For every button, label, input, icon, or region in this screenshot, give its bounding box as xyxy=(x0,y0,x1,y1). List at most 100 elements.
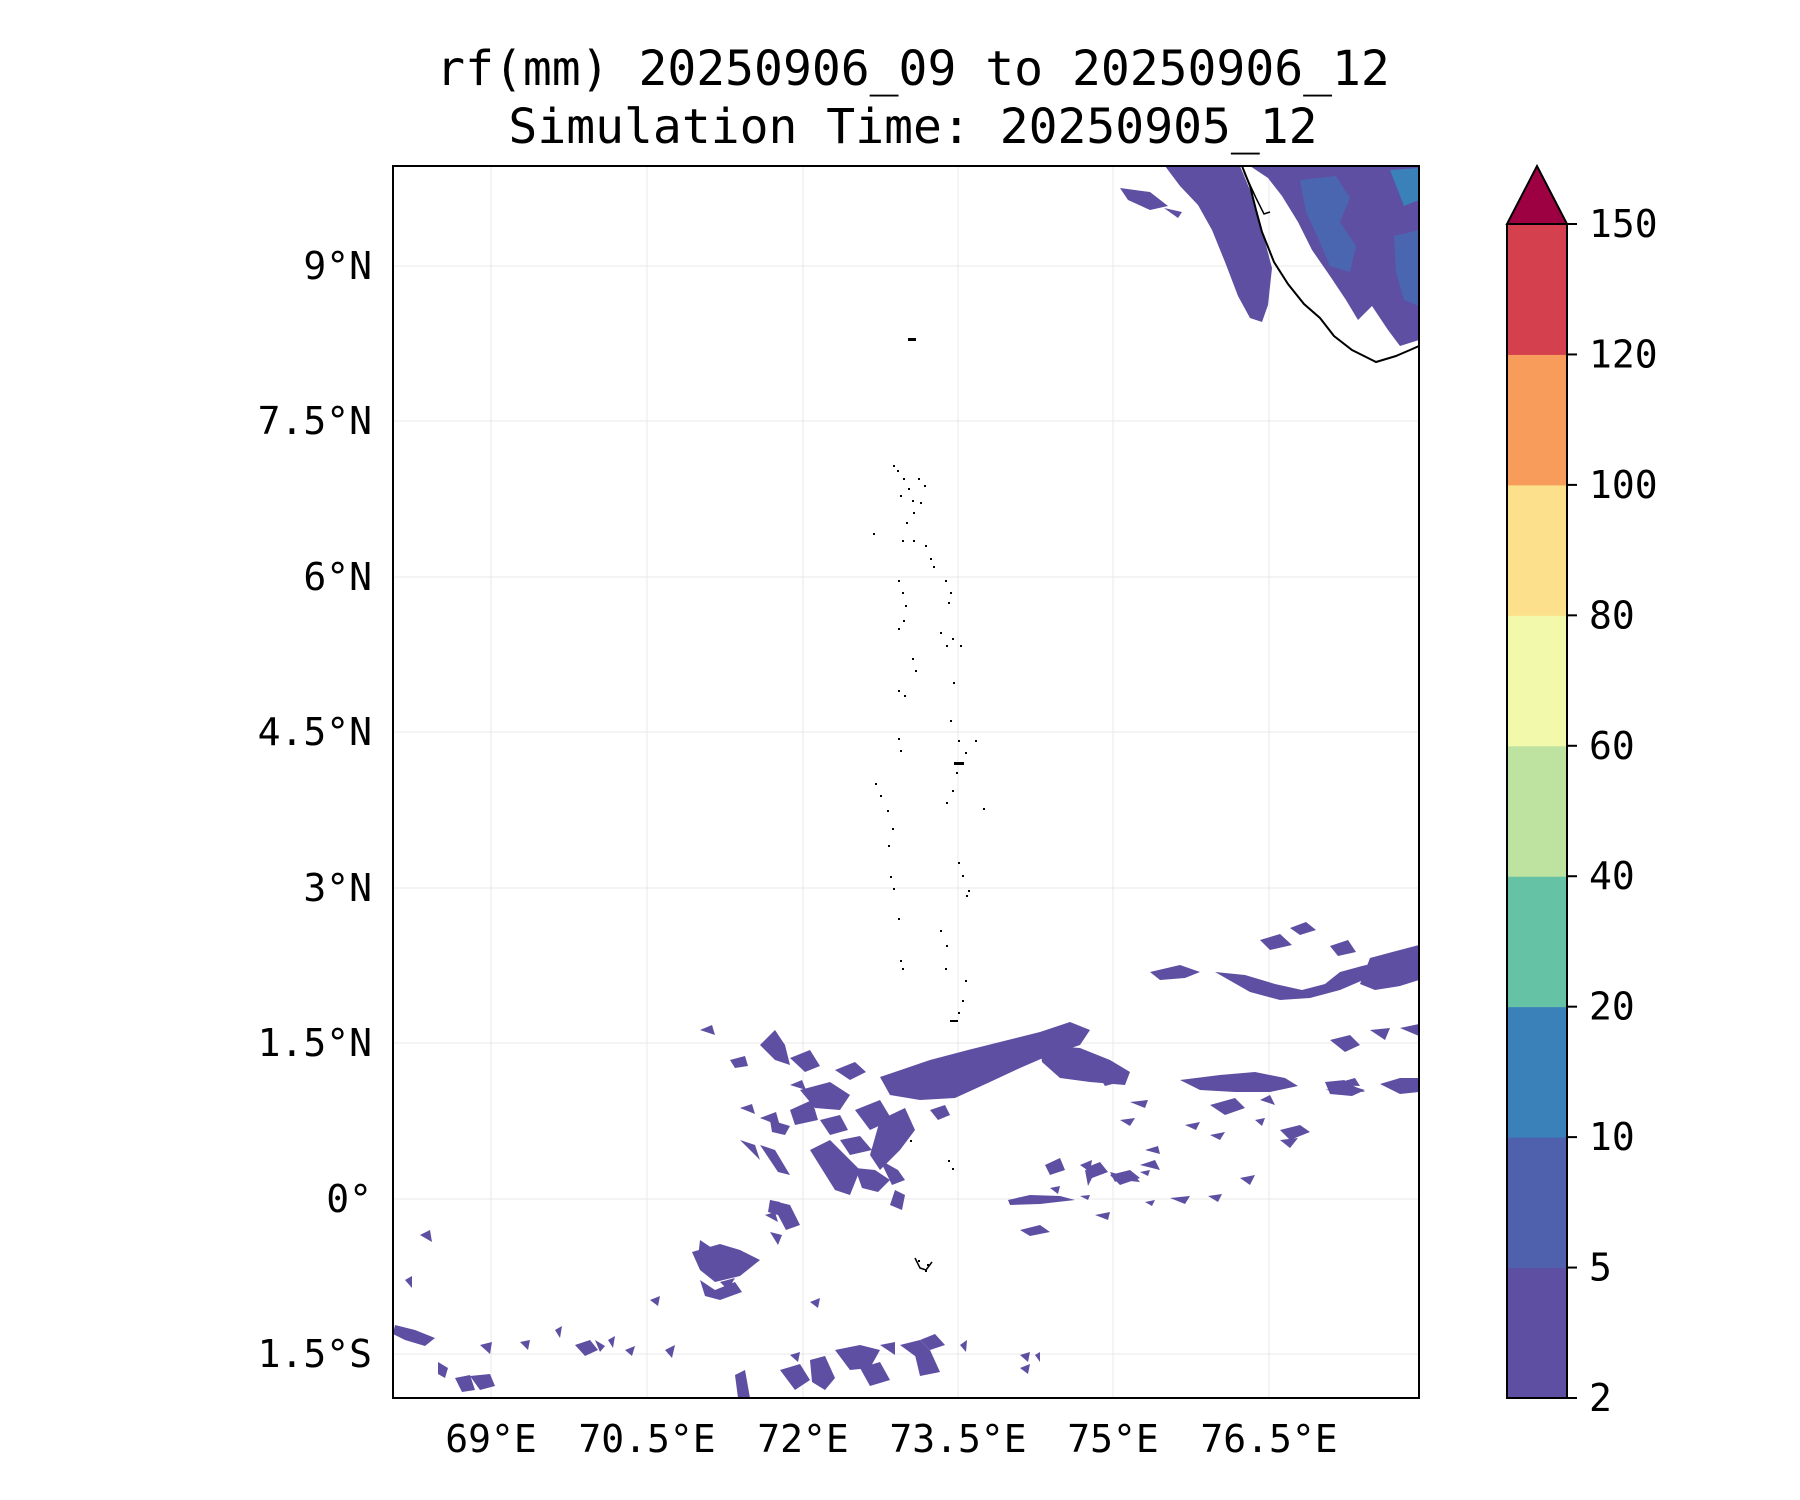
rain-patch xyxy=(835,1345,880,1370)
rain-patch xyxy=(835,1062,866,1080)
rain-patch xyxy=(1140,1170,1150,1176)
rain-region-south xyxy=(393,1200,1040,1398)
rain-patch xyxy=(1020,1352,1030,1362)
rain-patch xyxy=(1330,940,1356,956)
rain-patch xyxy=(810,1298,820,1308)
rain-patch xyxy=(1170,1196,1190,1204)
rain-patch xyxy=(760,1112,780,1126)
colorbar-tick-label: 100 xyxy=(1589,463,1658,507)
rain-patch xyxy=(1300,176,1356,272)
rain-patch xyxy=(1290,922,1316,935)
rain-patch xyxy=(760,1030,790,1065)
colorbar-tick-label: 120 xyxy=(1589,332,1658,376)
rain-patch xyxy=(1020,1225,1050,1236)
rain-patch xyxy=(770,1232,782,1245)
rain-patch xyxy=(700,1025,715,1035)
rain-patch xyxy=(438,1362,448,1378)
rain-patch xyxy=(860,1362,890,1386)
rain-patch xyxy=(1280,1125,1310,1140)
rain-patch xyxy=(720,1278,735,1290)
rain-patch xyxy=(920,1334,945,1350)
lon-tick-label: 69°E xyxy=(445,1417,537,1461)
colorbar-tick-label: 5 xyxy=(1589,1246,1612,1290)
rain-patch xyxy=(1145,1200,1155,1206)
title-line-1: rf(mm) 20250906_09 to 20250906_12 xyxy=(436,41,1390,97)
rain-patch xyxy=(1208,1194,1222,1202)
map-background xyxy=(393,166,1419,1398)
rain-patch xyxy=(790,1080,806,1090)
lon-tick-label: 70.5°E xyxy=(578,1417,715,1461)
rain-patch xyxy=(700,1280,742,1300)
colorbar-segment xyxy=(1507,876,1567,1008)
rain-patch xyxy=(1215,962,1380,1000)
lon-tick-label: 73.5°E xyxy=(889,1417,1026,1461)
rain-patch xyxy=(625,1346,635,1356)
rain-patch xyxy=(608,1336,615,1348)
map-frame xyxy=(392,165,1420,1399)
colorbar-segment xyxy=(1507,1137,1567,1269)
rain-patch xyxy=(790,1050,820,1072)
title-line-2: Simulation Time: 20250905_12 xyxy=(508,99,1318,155)
colorbar-tick-label: 20 xyxy=(1589,985,1635,1029)
lat-tick-label: 0° xyxy=(326,1177,372,1221)
plot-title: rf(mm) 20250906_09 to 20250906_12 Simula… xyxy=(393,40,1433,156)
colorbar-segment xyxy=(1507,484,1567,616)
gridlines xyxy=(393,166,1419,1398)
rain-patch xyxy=(1080,1195,1090,1200)
lat-tick-label: 3°N xyxy=(303,866,372,910)
colorbar-tick-label: 2 xyxy=(1589,1376,1612,1420)
rain-patch xyxy=(1008,1195,1075,1205)
colorbar-segment xyxy=(1507,1267,1567,1399)
rain-patch xyxy=(1210,1132,1225,1140)
colorbar: 2 5 10 20 40 60 80 100 120 150 xyxy=(1505,163,1658,1420)
lon-tick-label: 72°E xyxy=(757,1417,849,1461)
colorbar-segment xyxy=(1507,224,1567,355)
rain-patch xyxy=(730,1056,748,1068)
rain-patch xyxy=(1370,1028,1390,1040)
rain-patch xyxy=(1100,1072,1120,1086)
rain-patch xyxy=(960,1340,967,1352)
rain-patch xyxy=(405,1276,412,1288)
colorbar-tick-label: 10 xyxy=(1589,1115,1635,1159)
rain-patch xyxy=(1280,1138,1298,1148)
lat-tick-label: 4.5°N xyxy=(258,710,372,754)
rain-patch xyxy=(1110,1170,1140,1185)
rain-patch xyxy=(1020,1364,1030,1374)
coastline-india xyxy=(1241,166,1419,364)
lat-tick-label: 1.5°N xyxy=(258,1021,372,1065)
lon-tick-label: 76.5°E xyxy=(1200,1417,1337,1461)
rain-patch xyxy=(1180,1072,1298,1092)
rain-patch xyxy=(1085,1170,1095,1186)
colorbar-frame xyxy=(1506,224,1568,1399)
rain-patch xyxy=(665,1345,675,1358)
rain-patch xyxy=(1110,1172,1125,1182)
rain-patch xyxy=(840,1136,872,1155)
lon-tick-label: 75°E xyxy=(1067,1417,1159,1461)
rain-patch xyxy=(1080,1160,1092,1172)
rain-patch xyxy=(870,1108,915,1170)
lat-tick-label: 1.5°S xyxy=(258,1332,372,1376)
rain-patch xyxy=(455,1375,475,1392)
rain-patch xyxy=(810,1140,860,1195)
coastline-addu-atoll xyxy=(914,1257,933,1271)
rain-patch xyxy=(735,1370,750,1398)
rain-patch xyxy=(1394,230,1419,306)
rain-patch xyxy=(692,1244,760,1282)
rain-patch xyxy=(1145,1146,1160,1154)
islands xyxy=(873,338,985,1272)
rain-patch xyxy=(930,1105,950,1120)
rain-patch xyxy=(740,1104,755,1114)
rain-patch xyxy=(1360,945,1419,990)
rain-patch xyxy=(1120,1176,1140,1182)
rain-patch xyxy=(1400,1024,1419,1036)
rain-patch xyxy=(1380,1078,1419,1094)
rain-patch xyxy=(1210,1098,1245,1115)
rain-patch xyxy=(520,1340,530,1350)
rain-patch xyxy=(393,1325,435,1346)
rain-patch xyxy=(595,1340,605,1352)
rain-patch xyxy=(765,1212,778,1222)
rain-patch xyxy=(1120,1118,1135,1126)
colorbar-tick-labels: 2 5 10 20 40 60 80 100 120 150 xyxy=(1589,202,1658,1420)
rain-patch xyxy=(1164,208,1182,218)
